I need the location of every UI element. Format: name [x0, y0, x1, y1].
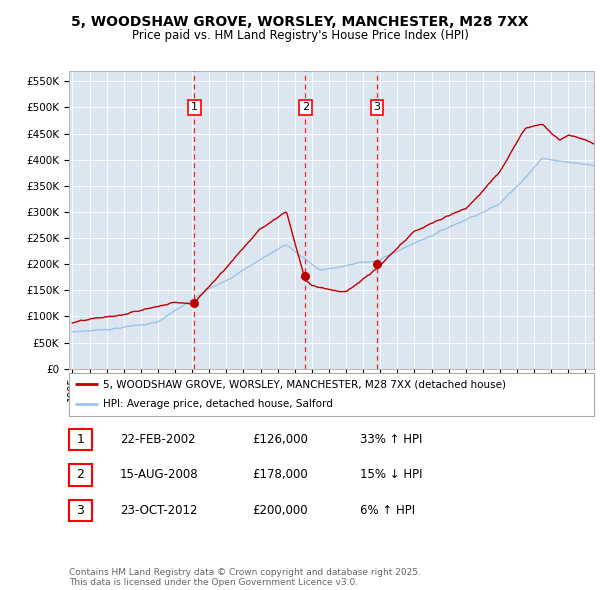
Text: 6% ↑ HPI: 6% ↑ HPI	[360, 504, 415, 517]
Text: 3: 3	[76, 504, 85, 517]
Text: 15% ↓ HPI: 15% ↓ HPI	[360, 468, 422, 481]
Text: 1: 1	[191, 103, 198, 112]
Text: 1: 1	[76, 433, 85, 446]
Text: £178,000: £178,000	[252, 468, 308, 481]
Text: £200,000: £200,000	[252, 504, 308, 517]
Text: 2: 2	[302, 103, 309, 112]
Text: £126,000: £126,000	[252, 433, 308, 446]
Text: 2: 2	[76, 468, 85, 481]
Text: 3: 3	[373, 103, 380, 112]
Text: 15-AUG-2008: 15-AUG-2008	[120, 468, 199, 481]
Text: Contains HM Land Registry data © Crown copyright and database right 2025.
This d: Contains HM Land Registry data © Crown c…	[69, 568, 421, 587]
Text: 22-FEB-2002: 22-FEB-2002	[120, 433, 196, 446]
Text: 23-OCT-2012: 23-OCT-2012	[120, 504, 197, 517]
Text: 33% ↑ HPI: 33% ↑ HPI	[360, 433, 422, 446]
Text: 5, WOODSHAW GROVE, WORSLEY, MANCHESTER, M28 7XX (detached house): 5, WOODSHAW GROVE, WORSLEY, MANCHESTER, …	[103, 379, 506, 389]
Text: Price paid vs. HM Land Registry's House Price Index (HPI): Price paid vs. HM Land Registry's House …	[131, 30, 469, 42]
Text: HPI: Average price, detached house, Salford: HPI: Average price, detached house, Salf…	[103, 399, 333, 409]
Text: 5, WOODSHAW GROVE, WORSLEY, MANCHESTER, M28 7XX: 5, WOODSHAW GROVE, WORSLEY, MANCHESTER, …	[71, 15, 529, 29]
